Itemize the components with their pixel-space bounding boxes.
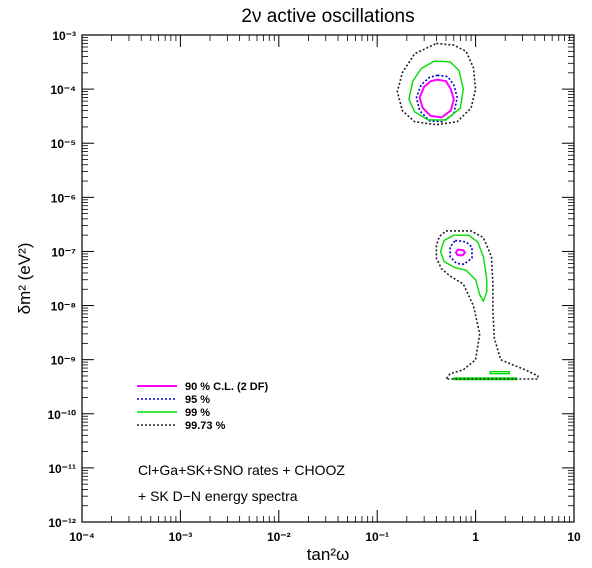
contour-2-region-1 <box>415 74 458 123</box>
y-axis-label: δm² (eV²) <box>15 243 34 315</box>
contour-4-region-1 <box>396 42 477 126</box>
chart-title: 2ν active oscillations <box>241 6 414 27</box>
x-axis-label: tan²ω <box>307 545 350 564</box>
contour-3-region-2 <box>439 234 488 302</box>
contour-1-region-1 <box>418 78 455 119</box>
legend-label-3: 99 % <box>185 407 210 419</box>
contour-4-region-2 <box>435 230 539 380</box>
x-tick-label: 10⁻² <box>267 530 291 544</box>
contour-3-region-3 <box>489 371 510 375</box>
contour-1-region-2 <box>454 248 466 257</box>
legend: 90 % C.L. (2 DF)95 %99 %99.73 % <box>137 381 268 432</box>
y-tick-label: 10⁻⁴ <box>50 83 76 97</box>
contour-2-region-2 <box>449 239 473 265</box>
legend-label-2: 95 % <box>185 394 210 406</box>
plot-area <box>81 34 575 523</box>
y-tick-label: 10⁻⁷ <box>51 245 76 259</box>
annotation-rates: Cl+Ga+SK+SNO rates + CHOOZ <box>138 462 345 478</box>
y-tick-label: 10⁻⁶ <box>51 191 76 205</box>
contour-3-region-1 <box>408 60 464 121</box>
legend-label-4: 99.73 % <box>185 420 226 432</box>
contours <box>396 42 539 381</box>
y-tick-label: 10⁻¹¹ <box>48 462 76 476</box>
x-tick-label: 10⁻¹ <box>365 530 389 544</box>
annotation-spectra: + SK D−N energy spectra <box>138 488 298 504</box>
y-tick-label: 10⁻⁸ <box>51 300 76 314</box>
x-tick-label: 10 <box>567 530 581 544</box>
y-tick-label: 10⁻⁵ <box>51 137 76 151</box>
y-tick-label: 10⁻⁹ <box>51 354 76 368</box>
y-tick-label: 10⁻¹² <box>48 516 76 530</box>
x-axis: 10⁻⁴ 10⁻³ 10⁻² 10⁻¹ 1 10 <box>69 35 581 544</box>
y-tick-label: 10⁻¹⁰ <box>48 408 77 422</box>
x-tick-label: 10⁻³ <box>169 530 193 544</box>
legend-label-1: 90 % C.L. (2 DF) <box>185 381 268 393</box>
plot-border <box>81 34 575 523</box>
x-tick-label: 1 <box>472 530 479 544</box>
y-tick-label: 10⁻³ <box>52 29 76 43</box>
x-tick-label: 10⁻⁴ <box>69 530 95 544</box>
y-axis: 10⁻¹² 10⁻¹¹ 10⁻¹⁰ 10⁻⁹ 10⁻⁸ 10⁻⁷ 10⁻⁶ 10⁻⁵ 10⁻⁴ 1… <box>48 29 574 530</box>
